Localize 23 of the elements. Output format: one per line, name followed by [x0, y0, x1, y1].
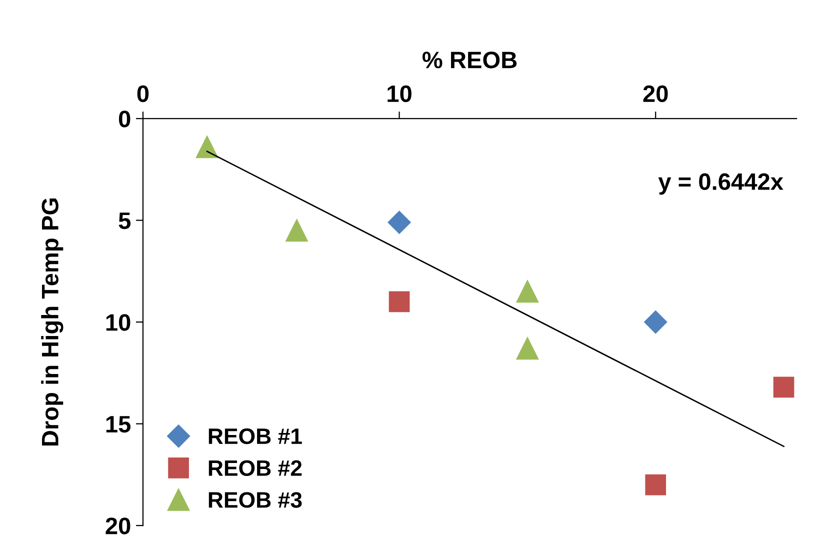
- x-axis-title: % REOB: [422, 52, 517, 68]
- legend-label: REOB #2: [208, 460, 302, 476]
- legend-label: REOB #1: [208, 428, 302, 444]
- point: [286, 219, 308, 242]
- point: [645, 474, 666, 496]
- x-tick-label: 20: [643, 85, 668, 102]
- y-tick-label: 15: [106, 416, 131, 433]
- legend-label: REOB #3: [208, 492, 302, 508]
- annotation: y = 0.6442x: [658, 173, 784, 195]
- point: [196, 136, 218, 158]
- y-tick-label: 10: [106, 314, 130, 331]
- x-tick-label: 0: [137, 85, 149, 102]
- y-tick-label: 20: [106, 518, 130, 534]
- y-tick-label: 5: [118, 212, 131, 230]
- point: [773, 376, 794, 398]
- point: [516, 280, 539, 303]
- point: [388, 210, 411, 234]
- x-tick-label: 10: [388, 85, 412, 102]
- y-tick-label: 0: [118, 110, 130, 128]
- point: [388, 291, 410, 312]
- point: [516, 337, 539, 360]
- point: [644, 310, 668, 334]
- y-axis-title: Drop in High Temp PG: [41, 198, 64, 446]
